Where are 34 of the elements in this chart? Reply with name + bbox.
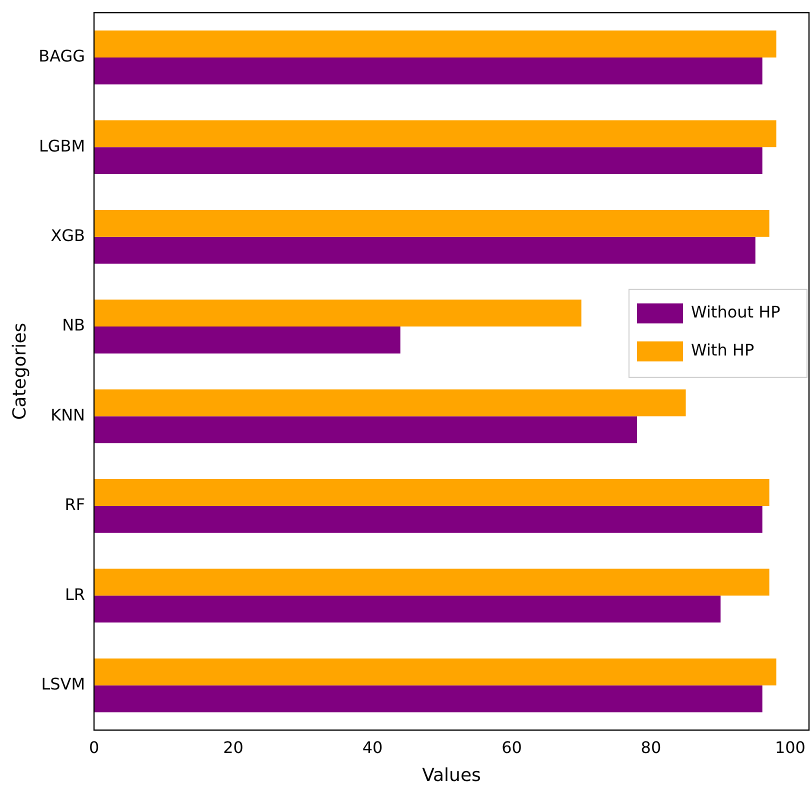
bar xyxy=(94,479,770,506)
bar xyxy=(94,300,582,327)
bar xyxy=(94,120,776,148)
y-tick-label: NB xyxy=(62,316,86,335)
y-tick-label: LGBM xyxy=(38,136,86,156)
bar xyxy=(94,596,721,623)
bar xyxy=(94,30,776,58)
x-tick-label: 20 xyxy=(223,738,244,757)
y-tick-label: LSVM xyxy=(41,674,86,694)
bar xyxy=(94,147,762,174)
bar xyxy=(94,236,756,264)
legend-label: Without HP xyxy=(691,302,781,322)
bar xyxy=(94,57,762,84)
bar xyxy=(94,658,776,686)
y-tick-label: RF xyxy=(64,495,86,514)
y-tick-label: BAGG xyxy=(38,46,86,66)
bar xyxy=(94,389,686,416)
bar xyxy=(94,210,770,237)
y-axis-title: Categories xyxy=(9,322,30,420)
bar xyxy=(94,685,762,712)
x-tick-label: 40 xyxy=(362,738,383,757)
x-tick-label: 80 xyxy=(640,738,662,757)
y-tick-label: XGB xyxy=(50,226,86,246)
bar xyxy=(94,326,400,354)
x-axis-title: Values xyxy=(422,764,481,786)
bar xyxy=(94,506,762,533)
y-tick-label: KNN xyxy=(50,405,86,424)
x-tick-label: 100 xyxy=(774,738,806,757)
bar xyxy=(94,568,770,596)
y-tick-label: LR xyxy=(65,584,86,604)
x-tick-label: 60 xyxy=(502,738,522,757)
x-tick-label: 0 xyxy=(88,738,100,757)
bar xyxy=(94,416,638,444)
legend-label: With HP xyxy=(691,340,754,360)
